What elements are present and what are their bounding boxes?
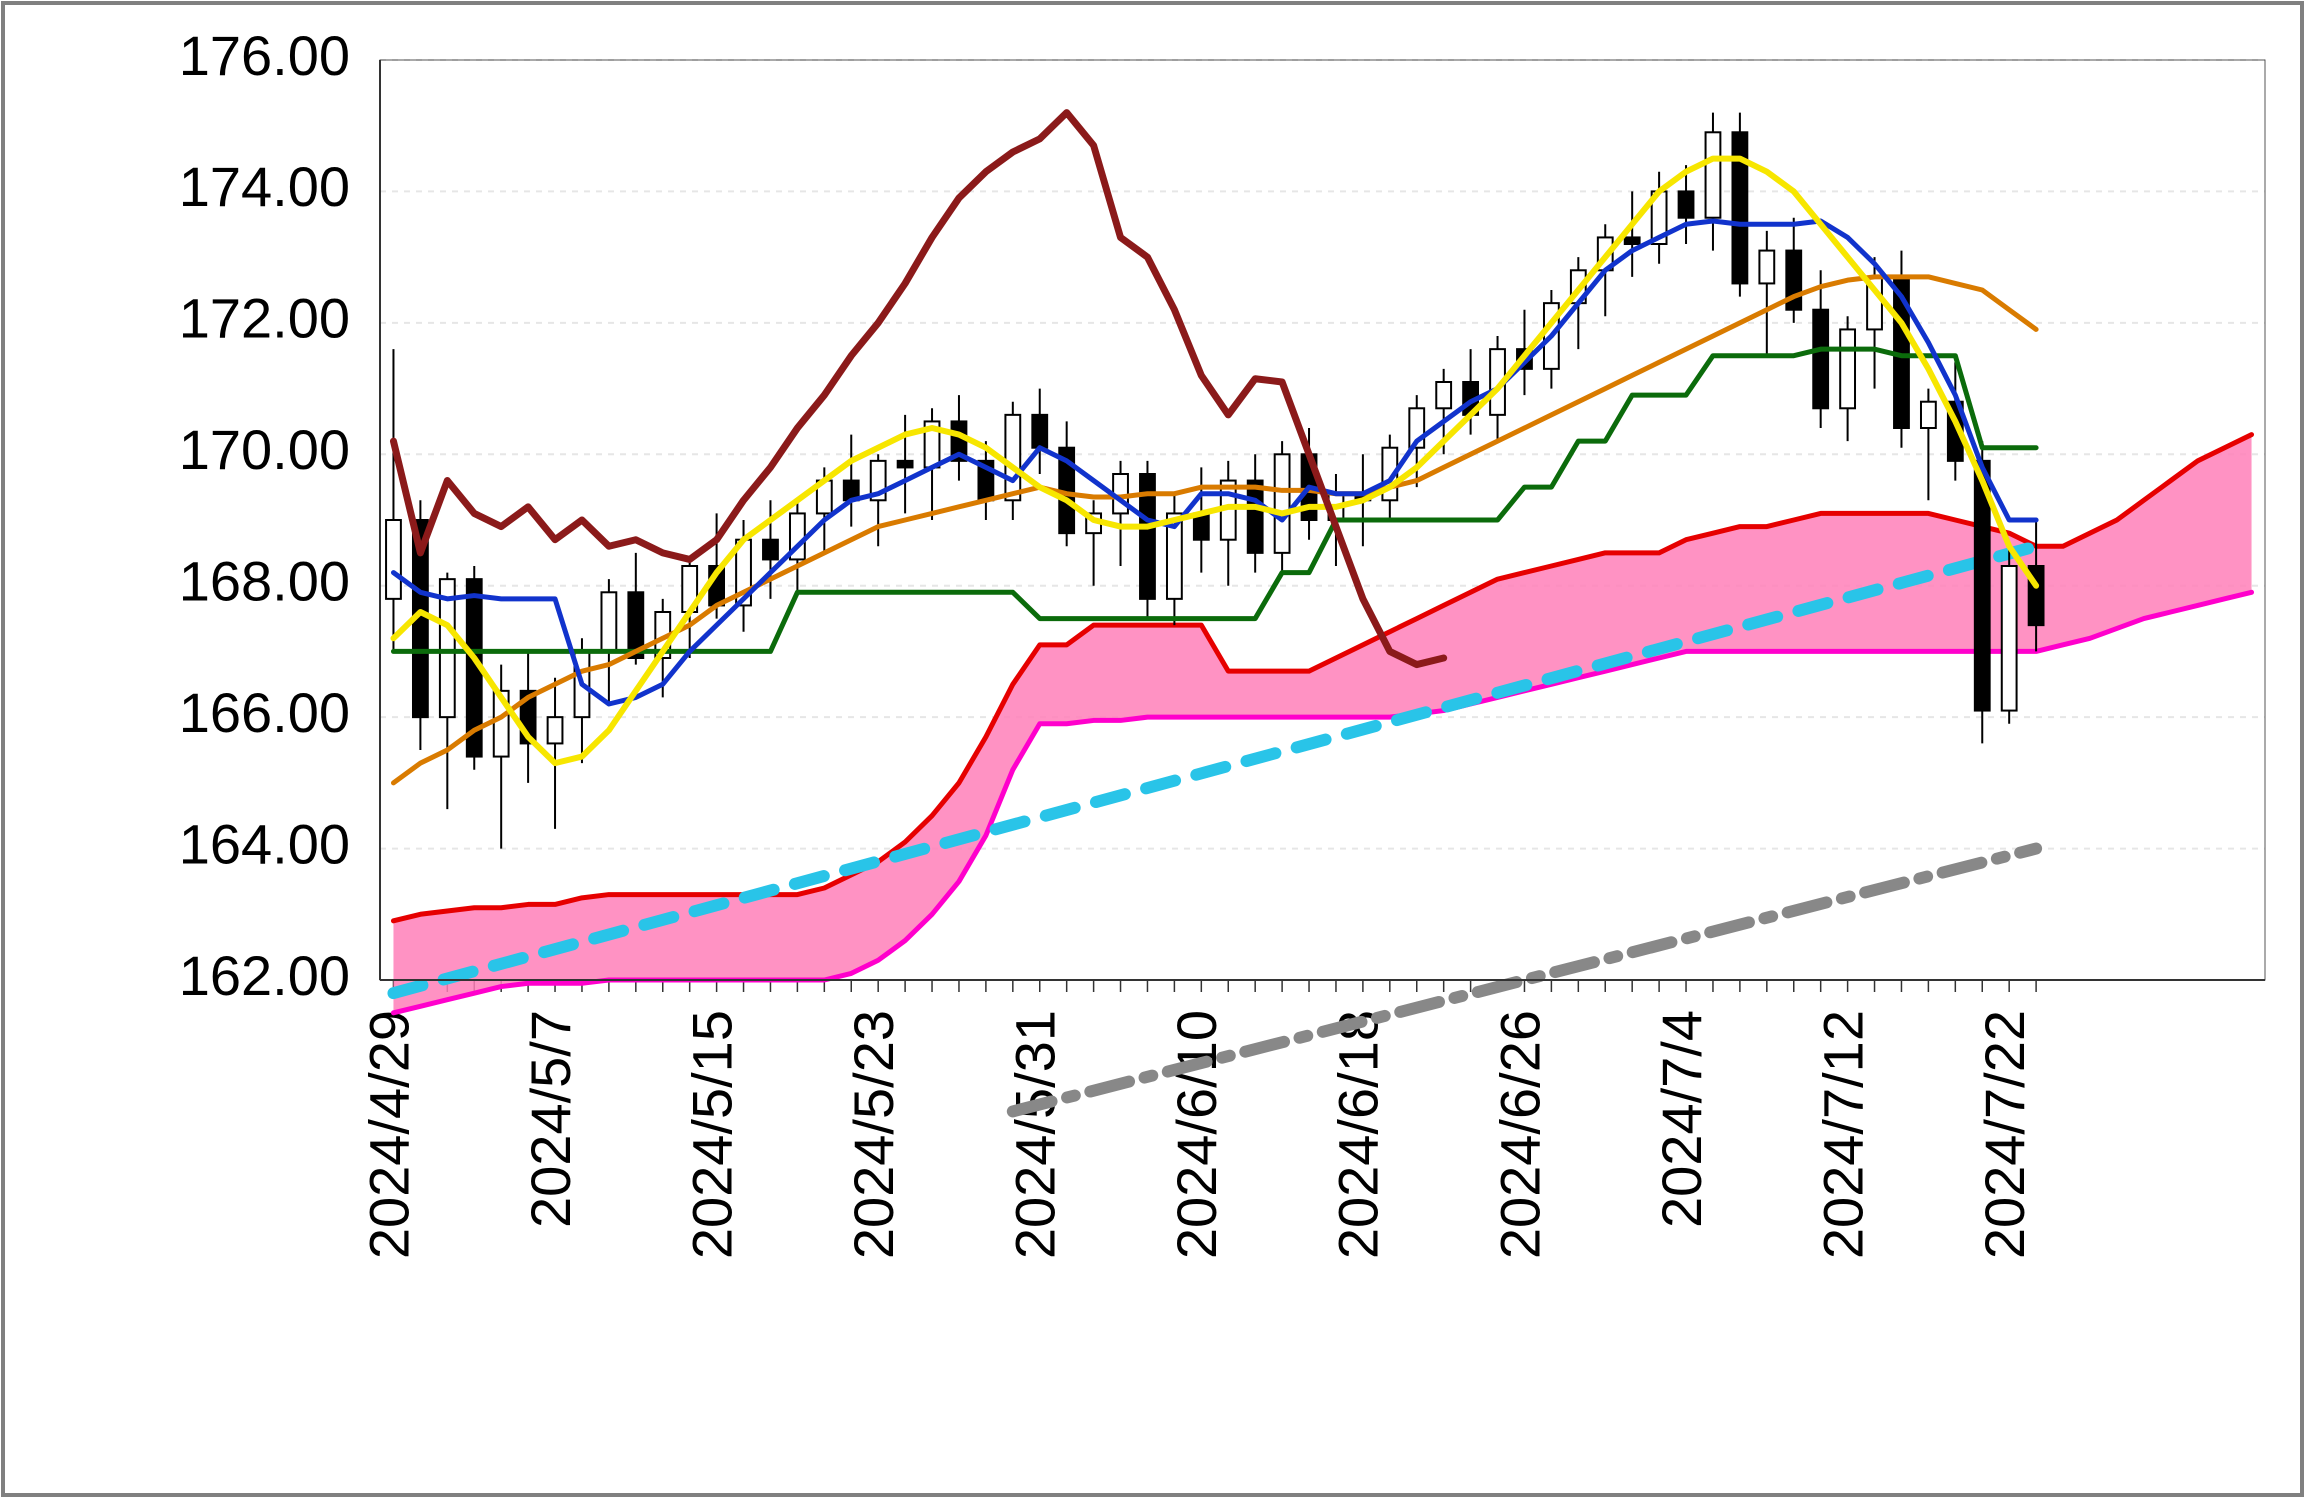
candle <box>548 717 563 743</box>
candle <box>1032 415 1047 448</box>
y-axis-label: 168.00 <box>179 550 350 613</box>
x-axis-label: 2024/5/31 <box>1004 1010 1067 1259</box>
candle <box>763 540 778 560</box>
candle <box>1921 402 1936 428</box>
x-axis-label: 2024/4/29 <box>357 1010 420 1259</box>
candle <box>1840 329 1855 408</box>
y-axis-label: 164.00 <box>179 812 350 875</box>
y-axis-label: 162.00 <box>179 944 350 1007</box>
financial-candlestick-chart: 176.00 174.00 172.00 170.00 168.00 166.00 164.… <box>0 0 2305 1498</box>
x-axis-label: 2024/5/7 <box>519 1010 582 1228</box>
candle <box>1005 415 1020 500</box>
candle <box>1732 132 1747 283</box>
y-axis-label: 172.00 <box>179 287 350 350</box>
candle <box>386 520 401 599</box>
x-axis-label: 2024/7/4 <box>1650 1010 1713 1228</box>
candle <box>1248 481 1263 553</box>
candle <box>898 461 913 468</box>
x-axis-label: 2024/7/22 <box>1973 1010 2036 1259</box>
y-axis-label: 174.00 <box>179 155 350 218</box>
x-axis-label: 2024/5/23 <box>842 1010 905 1259</box>
candle <box>1625 237 1640 244</box>
candle <box>1679 191 1694 217</box>
candle <box>1275 454 1290 553</box>
candle <box>1706 132 1721 217</box>
y-axis-label: 166.00 <box>179 681 350 744</box>
candle <box>1759 251 1774 284</box>
x-axis-label: 2024/6/18 <box>1327 1010 1390 1259</box>
candle <box>2002 566 2017 711</box>
chart-svg: 176.00 174.00 172.00 170.00 168.00 166.00 164.… <box>0 0 2305 1498</box>
x-axis-label: 2024/5/15 <box>680 1010 743 1259</box>
x-axis-label: 2024/6/10 <box>1165 1010 1228 1259</box>
x-axis-label: 2024/7/12 <box>1811 1010 1874 1259</box>
candle <box>601 592 616 651</box>
candle <box>1813 310 1828 409</box>
y-axis-label: 170.00 <box>179 418 350 481</box>
y-axis-label: 176.00 <box>179 24 350 87</box>
candle <box>1436 382 1451 408</box>
x-axis-label: 2024/6/26 <box>1488 1010 1551 1259</box>
